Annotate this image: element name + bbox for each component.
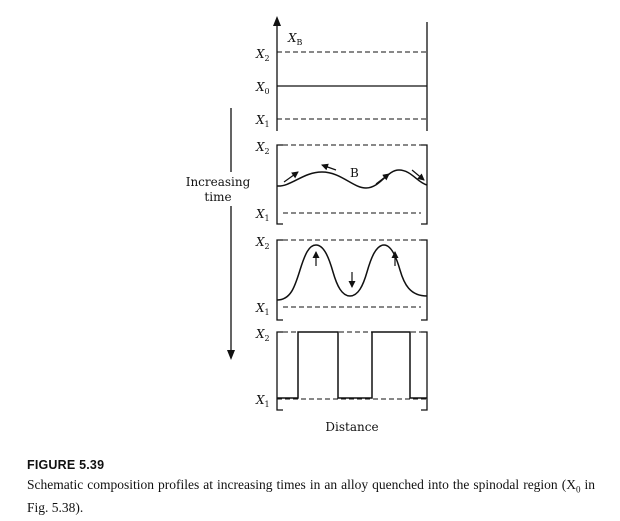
- time-indicator: Increasing time: [186, 108, 251, 360]
- figure-number: FIGURE 5.39: [27, 458, 105, 472]
- figure-caption: FIGURE 5.39 Schematic composition profil…: [27, 457, 595, 516]
- diffusion-arrow: [375, 173, 390, 185]
- x2-label: X2: [255, 140, 270, 156]
- panel-frame: [276, 144, 428, 225]
- panel-early: B X2 X1: [255, 140, 428, 225]
- composition-axis-arrowhead: [273, 16, 281, 26]
- phase-b-label: B: [350, 166, 359, 180]
- x2-label: X2: [255, 327, 270, 343]
- caption-text: Schematic composition profiles at increa…: [27, 477, 595, 515]
- panel-initial: XB X2 X0 X1: [255, 16, 428, 131]
- panel-intermediate: X2 X1: [255, 235, 428, 321]
- x2-label: X2: [255, 47, 270, 63]
- x1-label: X1: [255, 113, 270, 129]
- panel-frame: [276, 331, 428, 411]
- spinodal-diagram: XB X2 X0 X1 B X2 X1 X2 X1 X2 X1: [186, 16, 428, 434]
- composition-profile: [276, 244, 428, 301]
- diffusion-arrow: [411, 169, 425, 181]
- diffusion-arrow: [283, 171, 299, 183]
- x2-label: X2: [255, 235, 270, 251]
- composition-profile: [277, 331, 427, 399]
- composition-profile: [276, 169, 428, 189]
- x1-label: X1: [255, 301, 270, 317]
- panel-late: X2 X1: [255, 327, 428, 411]
- time-arrow-arrowhead: [227, 350, 235, 360]
- x1-label: X1: [255, 393, 270, 409]
- time-label-line-1: Increasing: [186, 175, 251, 189]
- time-label-line-2: time: [204, 190, 231, 204]
- x0-label: X0: [255, 80, 270, 96]
- diffusion-arrow: [321, 163, 337, 171]
- panel-frame: [276, 239, 428, 321]
- xb-axis-label: XB: [287, 31, 303, 47]
- distance-axis-label: Distance: [325, 420, 378, 434]
- x1-label: X1: [255, 207, 270, 223]
